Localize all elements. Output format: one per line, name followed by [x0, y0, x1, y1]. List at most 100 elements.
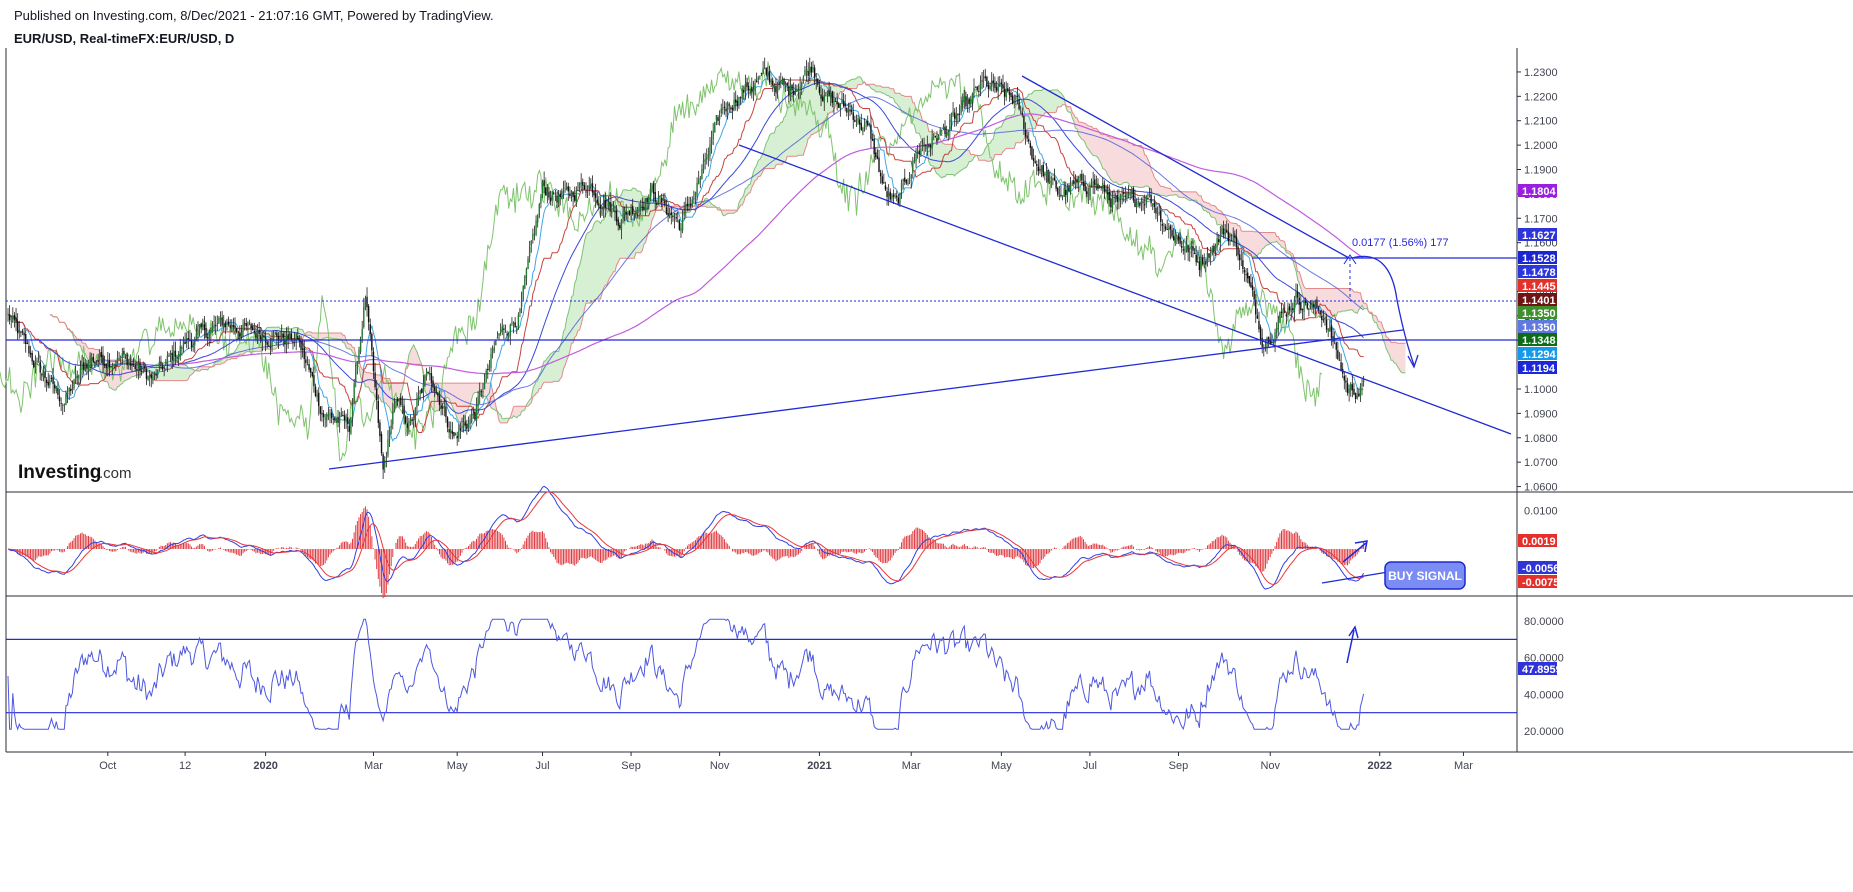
candle-up	[707, 154, 710, 158]
candle-down	[110, 366, 112, 368]
candle-down	[628, 210, 631, 215]
candle-down	[396, 398, 399, 401]
candle-down	[984, 76, 986, 78]
candle-down	[828, 90, 830, 97]
candle-down	[8, 314, 11, 321]
candle-up	[636, 209, 639, 214]
candle-down	[1132, 187, 1135, 201]
candle-down	[1172, 236, 1175, 241]
candle-up	[622, 212, 624, 219]
time-tick-label: May	[447, 760, 468, 772]
candle-down	[987, 84, 990, 90]
candle-down	[126, 354, 128, 366]
candle-up	[84, 365, 86, 372]
candle-up	[1045, 171, 1048, 175]
candle-down	[1180, 245, 1183, 248]
candle-down	[664, 199, 666, 206]
candle-down	[330, 412, 333, 419]
candle-down	[1105, 189, 1107, 192]
candle-up	[979, 82, 982, 91]
candle-down	[1068, 185, 1070, 192]
time-tick-label: Nov	[1260, 760, 1280, 772]
candle-down	[723, 106, 726, 108]
candle-up	[350, 417, 352, 434]
candle-down	[976, 86, 978, 91]
candle-up	[316, 394, 318, 398]
candle-up	[1069, 184, 1072, 193]
candle-up	[177, 354, 180, 360]
candle-down	[205, 328, 207, 338]
candle-up	[219, 317, 222, 321]
candle-up	[1156, 215, 1159, 217]
candle-down	[577, 189, 579, 191]
candle-up	[472, 414, 474, 416]
candle-up	[974, 87, 977, 89]
candle-up	[913, 159, 916, 162]
candle-down	[503, 328, 505, 330]
candle-up	[216, 323, 218, 325]
candle-up	[1333, 340, 1336, 342]
candle-down	[1028, 139, 1030, 142]
candle-up	[1092, 181, 1094, 188]
candle-down	[889, 191, 891, 200]
candle-up	[36, 360, 38, 362]
candle-down	[807, 71, 809, 76]
candle-down	[132, 363, 135, 365]
candle-down	[656, 203, 658, 206]
price-tick-label: 1.0900	[1524, 408, 1558, 420]
candle-up	[153, 372, 156, 374]
candle-down	[1060, 194, 1062, 197]
candle-down	[934, 135, 937, 138]
candle-down	[100, 352, 103, 358]
candle-up	[1229, 239, 1231, 242]
candle-down	[1234, 235, 1236, 238]
candle-down	[1065, 189, 1067, 195]
candle-up	[462, 423, 465, 428]
candle-down	[263, 335, 265, 338]
candle-down	[442, 406, 444, 409]
value-badge	[1518, 347, 1557, 360]
candle-down	[1123, 192, 1125, 194]
candle-down	[253, 331, 256, 333]
candle-down	[1016, 96, 1019, 98]
candle-up	[49, 379, 51, 385]
candle-down	[403, 405, 405, 415]
candle-down	[883, 182, 885, 184]
candle-down	[559, 193, 561, 197]
candle-down	[735, 99, 737, 103]
candle-up	[891, 195, 893, 200]
candle-up	[1282, 309, 1284, 315]
time-tick-label: Mar	[902, 760, 921, 772]
candle-down	[599, 205, 602, 209]
candle-up	[970, 99, 972, 105]
chart-header: Published on Investing.com, 8/Dec/2021 -…	[14, 8, 494, 47]
candle-up	[1145, 195, 1147, 205]
candle-up	[691, 199, 693, 207]
candle-up	[635, 211, 637, 213]
candle-down	[728, 104, 730, 106]
candle-down	[21, 331, 24, 333]
candle-down	[97, 360, 99, 363]
candle-up	[1005, 89, 1007, 98]
candle-up	[847, 110, 850, 112]
candle-down	[760, 73, 763, 75]
candle-up	[809, 66, 811, 75]
candle-down	[1253, 290, 1255, 300]
candle-up	[1050, 177, 1052, 179]
rsi-tick-label: 80.0000	[1524, 616, 1564, 628]
candle-down	[665, 207, 668, 214]
rsi-up-arrow-shaft	[1346, 629, 1355, 664]
candle-down	[308, 364, 310, 370]
candle-up	[767, 73, 769, 76]
candle-down	[896, 195, 898, 198]
candle-up	[797, 89, 800, 91]
candle-down	[1147, 197, 1149, 199]
candle-down	[221, 317, 223, 326]
value-badge-label: 1.1627	[1522, 230, 1556, 242]
candle-down	[332, 418, 334, 420]
candle-down	[1160, 210, 1162, 222]
candle-up	[338, 416, 341, 424]
candle-down	[591, 183, 594, 193]
candle-down	[400, 397, 402, 405]
